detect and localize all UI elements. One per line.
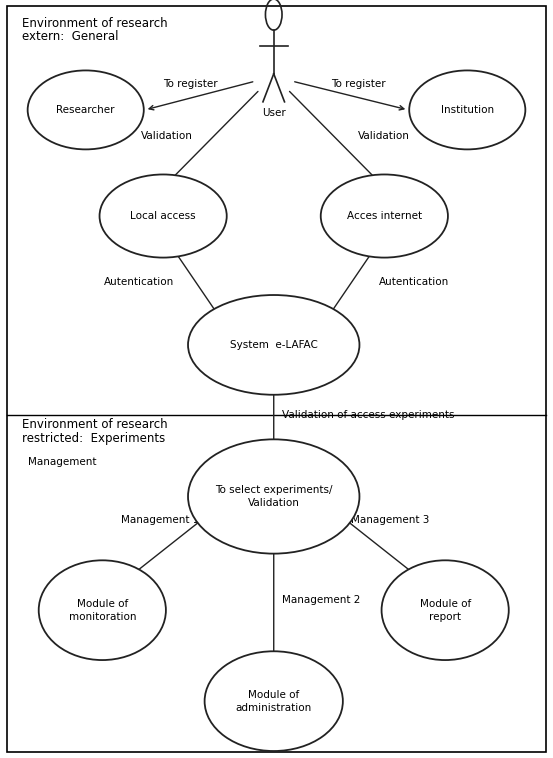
Text: To select experiments/
Validation: To select experiments/ Validation [215,485,332,508]
Text: Autentication: Autentication [379,277,449,287]
Text: Validation: Validation [358,131,410,142]
Text: Module of
administration: Module of administration [236,690,312,713]
Text: Institution: Institution [441,105,494,115]
Text: To register: To register [331,80,385,89]
Text: Management 1: Management 1 [121,515,200,525]
FancyBboxPatch shape [7,6,546,752]
Text: restricted:  Experiments: restricted: Experiments [22,432,165,445]
Ellipse shape [409,70,525,149]
Text: Environment of research: Environment of research [22,418,168,431]
Text: Validation: Validation [140,131,192,142]
Ellipse shape [205,651,343,751]
Text: Management 2: Management 2 [282,595,361,606]
Text: System  e-LAFAC: System e-LAFAC [230,340,317,350]
Text: Researcher: Researcher [56,105,115,115]
Text: Management 3: Management 3 [351,515,429,525]
Text: Autentication: Autentication [104,277,174,287]
Text: User: User [262,108,285,118]
Text: Validation of access experiments: Validation of access experiments [282,410,455,421]
Ellipse shape [100,174,227,258]
Text: Management: Management [28,457,96,468]
Text: To register: To register [164,80,218,89]
Text: Module of
monitoration: Module of monitoration [69,599,136,622]
Text: Environment of research: Environment of research [22,17,168,30]
Text: Module of
report: Module of report [420,599,471,622]
Text: extern:  General: extern: General [22,30,119,43]
Ellipse shape [28,70,144,149]
Ellipse shape [321,174,448,258]
Ellipse shape [188,440,359,553]
Ellipse shape [39,560,166,660]
Text: Local access: Local access [131,211,196,221]
Text: Acces internet: Acces internet [347,211,422,221]
Ellipse shape [382,560,509,660]
Ellipse shape [188,295,359,395]
